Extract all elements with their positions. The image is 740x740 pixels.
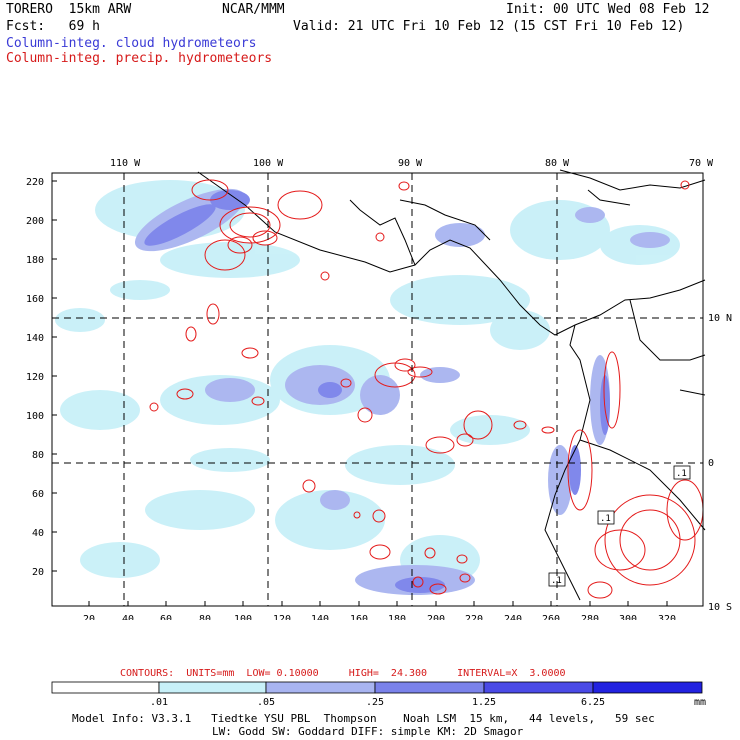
lat-lon-grid — [52, 173, 703, 606]
colorbar-label: .01 — [150, 697, 168, 708]
y-tick: 40 — [32, 528, 44, 539]
x-tick: 80 — [199, 614, 211, 620]
model-info-line2: LW: Godd SW: Goddard DIFF: simple KM: 2D… — [212, 725, 524, 738]
y-tick: 160 — [26, 294, 44, 305]
x-tick: 220 — [465, 614, 483, 620]
colorbar-seg-5 — [592, 681, 703, 694]
y-tick: 100 — [26, 411, 44, 422]
box-label-1: .1 — [676, 469, 687, 479]
precip-contours — [149, 179, 704, 599]
lon-label-90w: 90 W — [398, 158, 423, 169]
coastline — [197, 169, 706, 601]
longitude-labels: 110 W 100 W 90 W 80 W 70 W — [110, 158, 714, 169]
y-tick-marks — [52, 180, 57, 572]
colorbar-label: .05 — [257, 697, 275, 708]
colorbar-label: .25 — [366, 697, 384, 708]
colorbar-seg-3 — [374, 681, 485, 694]
lon-label-70w: 70 W — [689, 158, 714, 169]
lat-label-10s: 10 S — [708, 602, 732, 613]
y-tick: 120 — [26, 372, 44, 383]
valid-time: Valid: 21 UTC Fri 10 Feb 12 (15 CST Fri … — [293, 19, 685, 34]
x-tick: 320 — [658, 614, 676, 620]
model-title: TORERO 15km ARW — [6, 2, 132, 17]
colorbar-label: 1.25 — [472, 697, 496, 708]
x-tick: 240 — [504, 614, 522, 620]
colorbar-seg-0 — [51, 681, 160, 694]
x-tick: 120 — [273, 614, 291, 620]
colorbar-seg-2 — [265, 681, 376, 694]
org-label: NCAR/MMM — [222, 2, 285, 17]
x-tick: 40 — [122, 614, 134, 620]
forecast-hour: Fcst: 69 h — [6, 19, 100, 34]
y-tick: 80 — [32, 450, 44, 461]
colorbar-label: 6.25 — [581, 697, 605, 708]
x-tick: 60 — [160, 614, 172, 620]
x-tick: 280 — [581, 614, 599, 620]
contour-info: CONTOURS: UNITS=mm LOW= 0.10000 HIGH= 24… — [120, 668, 566, 679]
precip-legend: Column-integ. precip. hydrometeors — [6, 51, 273, 66]
y-tick: 200 — [26, 216, 44, 227]
x-tick: 140 — [311, 614, 329, 620]
latitude-labels: 10 N 0 10 S — [708, 313, 732, 613]
lon-label-110w: 110 W — [110, 158, 141, 169]
y-axis-ticks: 220 200 180 160 140 120 100 80 60 40 20 — [26, 177, 44, 578]
x-tick: 180 — [388, 614, 406, 620]
y-tick: 220 — [26, 177, 44, 188]
colorbar: .01 .05 .25 1.25 6.25 mm — [51, 681, 706, 708]
x-tick-marks — [88, 601, 668, 606]
box-label-3: .1 — [551, 576, 562, 586]
contour-box-labels: .1 .1 .1 — [548, 465, 691, 587]
lon-label-100w: 100 W — [253, 158, 284, 169]
cloud-legend: Column-integ. cloud hydrometeors — [6, 36, 257, 51]
cloud-field — [55, 180, 680, 595]
colorbar-seg-4 — [483, 681, 594, 694]
y-tick: 20 — [32, 567, 44, 578]
x-tick: 160 — [350, 614, 368, 620]
map-frame — [51, 172, 704, 607]
lat-label-0: 0 — [708, 458, 714, 469]
colorbar-units: mm — [694, 697, 706, 708]
x-tick: 20 — [83, 614, 95, 620]
x-tick: 200 — [427, 614, 445, 620]
x-tick: 260 — [542, 614, 560, 620]
box-label-2: .1 — [600, 514, 611, 524]
y-tick: 180 — [26, 255, 44, 266]
x-tick: 100 — [234, 614, 252, 620]
y-tick: 140 — [26, 333, 44, 344]
lat-label-10n: 10 N — [708, 313, 732, 324]
model-info-line1: Model Info: V3.3.1 Tiedtke YSU PBL Thomp… — [72, 712, 655, 725]
colorbar-seg-1 — [158, 681, 267, 694]
init-time: Init: 00 UTC Wed 08 Feb 12 — [506, 2, 710, 17]
lon-label-80w: 80 W — [545, 158, 570, 169]
y-tick: 60 — [32, 489, 44, 500]
x-tick: 300 — [619, 614, 637, 620]
weather-map: 110 W 100 W 90 W 80 W 70 W — [26, 158, 732, 620]
x-axis-ticks: 20 40 60 80 100 120 140 160 180 200 220 … — [83, 614, 676, 620]
